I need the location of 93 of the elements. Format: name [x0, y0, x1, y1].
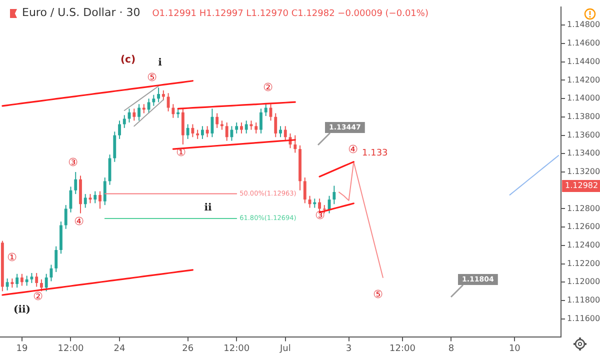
y-tick-label: 1.14000: [567, 94, 600, 103]
x-tick-label: Jul: [278, 344, 291, 354]
candlestick: [332, 185, 336, 205]
annotation: ii: [204, 202, 212, 214]
annotation: ③: [315, 208, 326, 222]
candlestick: [152, 94, 156, 106]
x-tick-label: 8: [448, 344, 454, 354]
annotation: ①: [7, 250, 18, 264]
y-tick-label: 1.14400: [567, 56, 600, 66]
candlestick: [54, 246, 58, 273]
candlestick: [206, 126, 209, 138]
candlestick: [162, 90, 165, 101]
candlestick: [25, 275, 28, 286]
candlestick: [132, 108, 136, 122]
candlestick: [303, 177, 306, 204]
annotation: ②: [263, 80, 274, 94]
candlestick: [294, 134, 297, 154]
y-tick-label: 1.12000: [567, 277, 600, 286]
y-tick-label: 1.13600: [567, 130, 600, 140]
candlestick: [157, 87, 160, 103]
y-tick-label: 1.12600: [567, 222, 600, 232]
candlestick: [244, 120, 248, 134]
x-tick-label: 26: [182, 344, 194, 354]
candlestick: [147, 98, 150, 114]
y-tick-label: 1.12800: [567, 204, 600, 213]
candlestick: [103, 177, 106, 206]
candlestick: [240, 122, 243, 134]
x-tick-label: 12:00: [58, 344, 84, 354]
candlestick: [10, 278, 14, 288]
candlestick: [254, 122, 258, 134]
candlestick: [118, 120, 121, 140]
candlestick: [172, 104, 175, 118]
candlestick: [225, 122, 228, 142]
y-tick-label: 1.11800: [567, 296, 600, 305]
x-tick-label: 10: [508, 344, 521, 354]
annotation: ④: [74, 214, 84, 228]
candlestick: [94, 190, 97, 204]
annotation: (c): [120, 54, 136, 66]
candlestick: [186, 124, 190, 140]
candlestick: [16, 273, 19, 288]
chart-subtitle: O1.12991 H1.12997 L1.12970 C1.12982 −0.00009 (−0.01%): [152, 9, 428, 19]
candlestick: [30, 272, 34, 284]
candlestick: [113, 131, 116, 162]
annotation: ①: [176, 146, 186, 159]
candlestick: [74, 172, 78, 195]
candlestick: [166, 92, 170, 112]
candlestick: [210, 108, 214, 138]
x-tick-label: 3: [346, 344, 352, 354]
candlestick: [44, 273, 48, 292]
candlestick: [98, 190, 102, 210]
chart-title: Euro / U.S. Dollar · 30: [22, 6, 140, 19]
candlestick: [216, 112, 219, 128]
text: 1.12982: [565, 181, 598, 190]
candlestick: [6, 278, 9, 291]
annotation: (ii): [13, 304, 31, 316]
candlestick: [84, 194, 87, 208]
candlestick: [88, 194, 92, 204]
candlestick: [284, 126, 287, 142]
candlestick: [20, 273, 24, 286]
y-tick-label: 1.12200: [567, 258, 600, 268]
y-tick-label: 1.13800: [567, 112, 600, 122]
candlestick: [274, 112, 278, 138]
candlestick: [122, 114, 126, 128]
y-tick-label: 1.14200: [567, 75, 600, 84]
candlestick: [196, 129, 200, 140]
y-tick-label: 1.13400: [567, 148, 600, 158]
annotation: ⑤: [147, 70, 158, 84]
candlestick: [191, 124, 194, 138]
candlestick: [264, 102, 268, 117]
candlestick: [181, 108, 184, 145]
annotation: 1.133: [362, 148, 388, 158]
y-tick-label: 1.14600: [567, 38, 600, 48]
x-tick-label: 12:00: [389, 344, 416, 354]
candlestick: [279, 126, 282, 138]
y-tick-label: 1.11600: [567, 314, 600, 323]
x-tick-label: 24: [114, 344, 126, 354]
candlestick: [235, 122, 238, 134]
y-tick-label: 1.13200: [567, 167, 600, 176]
candlestick: [260, 108, 262, 134]
candlestick: [138, 104, 140, 122]
candlestick: [40, 278, 43, 292]
annotation: ④: [348, 142, 358, 156]
y-tick-label: 1.14800: [567, 20, 600, 30]
y-tick-label: 1.12400: [567, 240, 600, 250]
annotation: ⑤: [373, 288, 384, 301]
candlestick: [200, 126, 204, 140]
candlestick: [35, 272, 38, 288]
annotation: ②: [33, 290, 44, 303]
x-tick-label: 19: [16, 344, 28, 354]
candlestick: [64, 204, 68, 230]
annotation: ③: [68, 156, 78, 169]
annotation: i: [158, 58, 162, 69]
x-tick-label: 12:00: [224, 344, 250, 354]
